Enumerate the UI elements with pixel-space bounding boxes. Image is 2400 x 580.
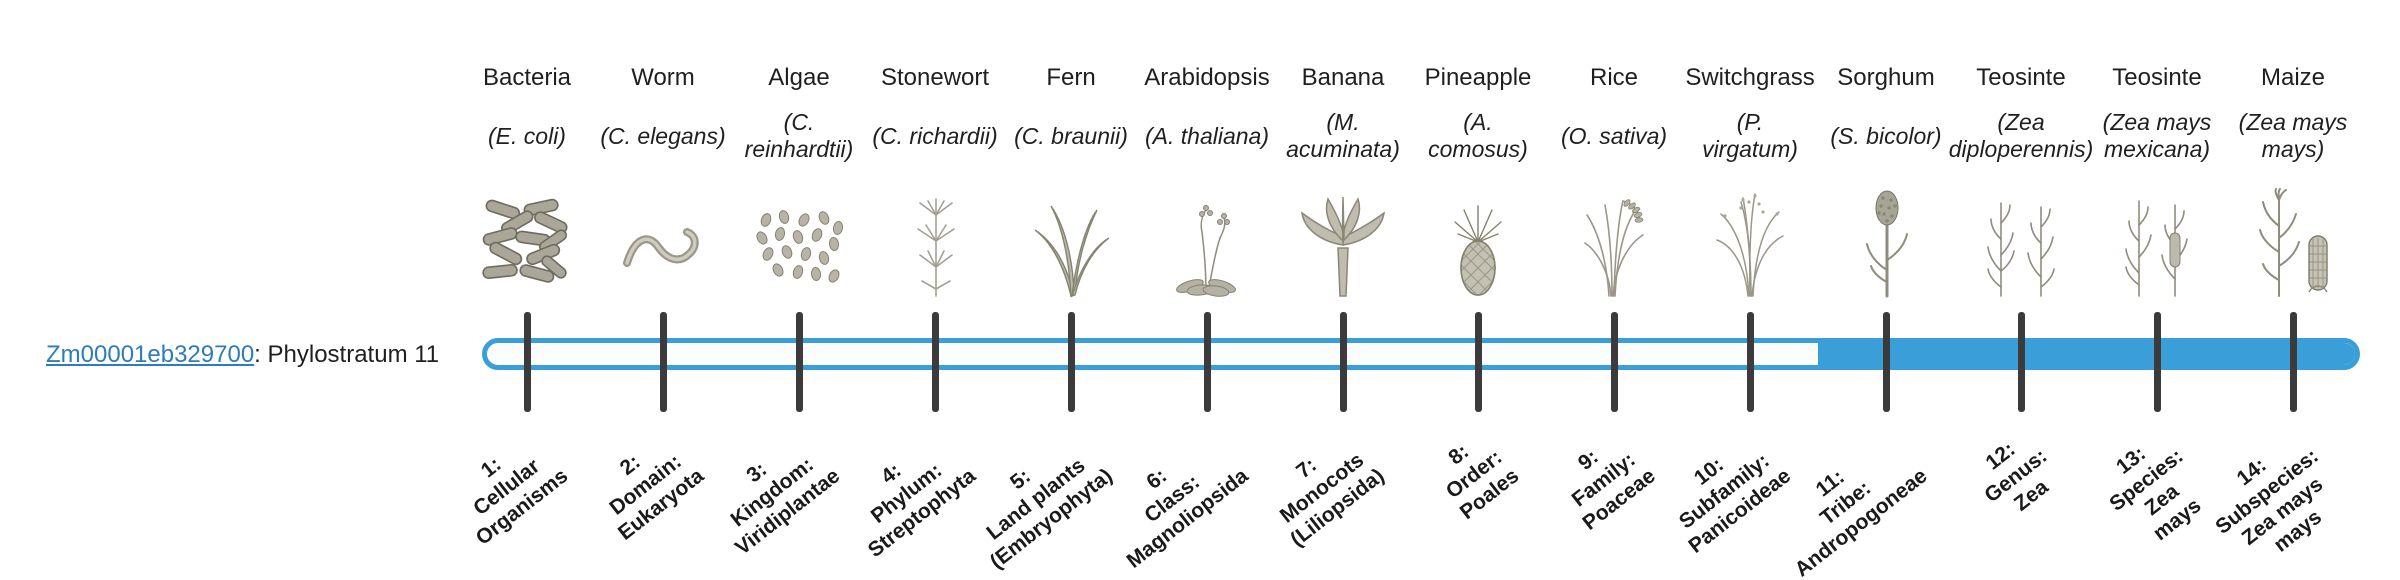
organism-scientific-name: (C. reinhardtii) xyxy=(744,109,854,162)
tick-label-stratum-7: 7: Monocots (Liliopsida) xyxy=(1275,448,1389,552)
sorghum-icon xyxy=(1801,178,1971,298)
pineapple-icon xyxy=(1393,178,1563,298)
rice-icon xyxy=(1529,178,1699,298)
stratum-column-9: Rice (O. sativa) xyxy=(1529,62,1699,298)
algae-icon xyxy=(714,178,884,298)
tick-stratum-3 xyxy=(796,312,803,412)
organism-scientific-name: (Zea mays mexicana) xyxy=(2102,109,2212,162)
organism-scientific-name: (M. acuminata) xyxy=(1286,109,1400,162)
tick-label-stratum-3: 3: Kingdom: Viridiplantae xyxy=(726,453,845,560)
tick-stratum-1 xyxy=(524,312,531,412)
banana-icon xyxy=(1258,178,1428,298)
stratum-column-14: Maize (Zea mays mays) xyxy=(2208,62,2378,298)
tick-label-stratum-8: 8: Order: Poales xyxy=(1442,439,1524,525)
tick-label-stratum-2: 2: Domain: Eukaryota xyxy=(605,449,709,545)
organism-name: Pineapple xyxy=(1424,64,1532,91)
stratum-column-7: Banana (M. acuminata) xyxy=(1258,62,1428,298)
organism-name: Banana xyxy=(1301,64,1385,91)
organism-name: Fern xyxy=(1046,64,1096,91)
tick-stratum-11 xyxy=(1883,312,1890,412)
bacteria-icon xyxy=(442,178,612,298)
tick-label-stratum-11: 11: Tribe: Andropogoneae xyxy=(1790,464,1932,580)
stonewort-icon xyxy=(850,178,1020,298)
stratum-column-3: Algae (C. reinhardtii) xyxy=(714,62,884,298)
organism-name: Algae xyxy=(768,64,830,91)
tick-label-stratum-4: 4: Phylum: Streptophyta xyxy=(864,458,981,563)
tick-stratum-10 xyxy=(1747,312,1754,412)
organism-scientific-name: (A. comosus) xyxy=(1428,109,1528,162)
tick-label-stratum-1: 1: Cellular Organisms xyxy=(469,452,573,550)
tick-label-stratum-9: 9: Family: Poaceae xyxy=(1567,445,1660,535)
tick-stratum-12 xyxy=(2018,312,2025,412)
organism-name: Teosinte xyxy=(1976,64,2066,91)
phylostrata-bar xyxy=(482,338,2360,370)
organism-scientific-name: (O. sativa) xyxy=(1560,122,1668,149)
organism-scientific-name: (C. richardii) xyxy=(872,122,998,149)
organism-scientific-name: (E. coli) xyxy=(488,122,566,149)
worm-icon xyxy=(578,178,748,298)
teosinte-mexicana-icon xyxy=(2072,178,2242,298)
organism-name: Bacteria xyxy=(482,64,572,91)
fern-icon xyxy=(986,178,1156,298)
tick-stratum-9 xyxy=(1611,312,1618,412)
organism-scientific-name: (Zea diploperennis) xyxy=(1948,109,2094,162)
gene-phylostratum-text: : Phylostratum 11 xyxy=(254,341,440,368)
organism-scientific-name: (S. bicolor) xyxy=(1830,122,1942,149)
stratum-column-1: Bacteria (E. coli) xyxy=(442,62,612,298)
tick-label-stratum-13: 13: Species: Zea mays xyxy=(2104,442,2206,546)
tick-stratum-7 xyxy=(1340,312,1347,412)
stratum-column-4: Stonewort (C. richardii) xyxy=(850,62,1020,298)
stratum-column-12: Teosinte (Zea diploperennis) xyxy=(1936,62,2106,298)
tick-stratum-2 xyxy=(660,312,667,412)
organism-scientific-name: (C. elegans) xyxy=(600,122,726,149)
organism-name: Sorghum xyxy=(1837,64,1935,91)
gene-id-link[interactable]: Zm00001eb329700 xyxy=(46,341,255,368)
stratum-column-5: Fern (C. braunii) xyxy=(986,62,1156,298)
tick-label-stratum-14: 14: Subspecies: Zea mays mays xyxy=(2211,444,2328,557)
stratum-column-8: Pineapple (A. comosus) xyxy=(1393,62,1563,298)
gene-label: Zm00001eb329700: Phylostratum 11 xyxy=(46,342,439,368)
tick-label-stratum-12: 12: Genus: Zea xyxy=(1979,437,2053,516)
tick-stratum-13 xyxy=(2154,312,2161,412)
tick-stratum-5 xyxy=(1068,312,1075,412)
organism-scientific-name: (Zea mays mays) xyxy=(2238,109,2348,162)
organism-scientific-name: (A. thaliana) xyxy=(1144,122,1269,149)
tick-label-stratum-5: 5: Land plants (Embryophyta) xyxy=(982,453,1117,574)
tick-stratum-14 xyxy=(2290,312,2297,412)
stratum-column-2: Worm (C. elegans) xyxy=(578,62,748,298)
organism-scientific-name: (C. braunii) xyxy=(1014,122,1128,149)
tick-stratum-8 xyxy=(1475,312,1482,412)
organism-name: Switchgrass xyxy=(1685,64,1815,91)
stratum-column-6: Arabidopsis (A. thaliana) xyxy=(1122,62,1292,298)
switchgrass-icon xyxy=(1665,178,1835,298)
stratum-column-10: Switchgrass (P. virgatum) xyxy=(1665,62,1835,298)
stratum-column-13: Teosinte (Zea mays mexicana) xyxy=(2072,62,2242,298)
organism-name: Stonewort xyxy=(880,64,990,91)
phylostrata-bar-fill xyxy=(1818,343,2355,365)
arabidopsis-icon xyxy=(1122,178,1292,298)
tick-stratum-4 xyxy=(932,312,939,412)
stratum-column-11: Sorghum (S. bicolor) xyxy=(1801,62,1971,298)
organism-name: Rice xyxy=(1589,64,1638,91)
organism-name: Maize xyxy=(2260,64,2326,91)
maize-icon xyxy=(2208,178,2378,298)
tick-stratum-6 xyxy=(1204,312,1211,412)
organism-name: Worm xyxy=(631,64,695,91)
organism-name: Arabidopsis xyxy=(1144,64,1270,91)
teosinte-diploperennis-icon xyxy=(1936,178,2106,298)
tick-label-stratum-6: 6: Class: Magnoliopsida xyxy=(1122,464,1253,573)
organism-name: Teosinte xyxy=(2112,64,2202,91)
organism-scientific-name: (P. virgatum) xyxy=(1702,109,1798,162)
